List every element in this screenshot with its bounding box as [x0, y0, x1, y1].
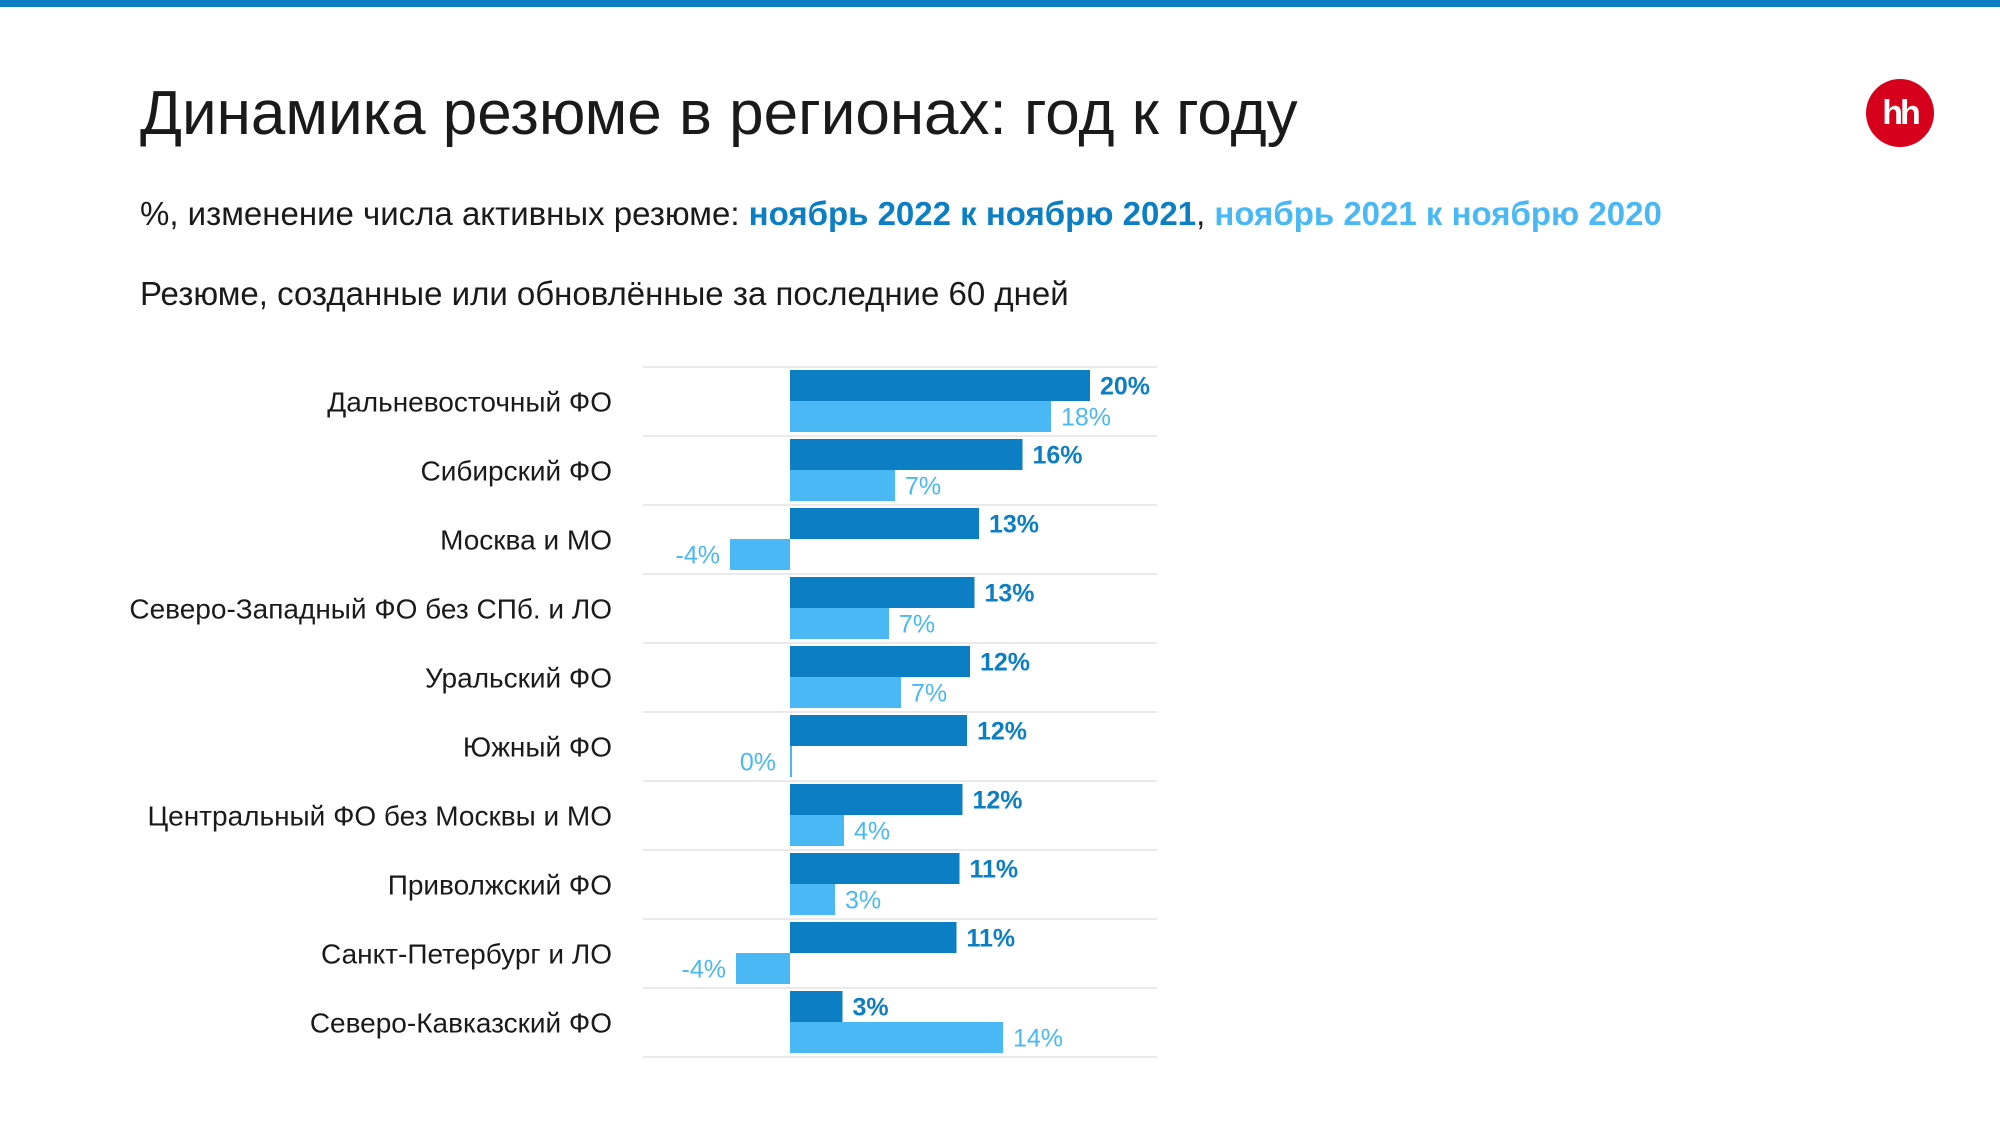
category-label: Санкт-Петербург и ЛО	[321, 939, 612, 970]
data-label-series-1: 12%	[980, 649, 1030, 677]
category-label: Москва и МО	[440, 525, 612, 556]
data-label-series-1: 3%	[853, 994, 889, 1022]
subtitle-prefix: %, изменение числа активных резюме:	[140, 195, 749, 232]
data-label-series-2: 0%	[740, 749, 776, 777]
category-label: Южный ФО	[463, 732, 612, 763]
bar-series-1	[790, 784, 963, 815]
bar-series-1	[790, 370, 1090, 401]
legend-series-1: ноябрь 2022 к ноябрю 2021	[748, 195, 1197, 232]
bar-series-2	[790, 1022, 1003, 1053]
category-label: Северо-Кавказский ФО	[310, 1008, 612, 1039]
legend-series-2: ноябрь 2021 к ноябрю 2020	[1214, 195, 1662, 232]
data-label-series-1: 20%	[1100, 373, 1150, 401]
data-label-series-2: 7%	[899, 611, 935, 639]
data-label-series-1: 16%	[1033, 442, 1083, 470]
bar-series-2	[730, 539, 790, 570]
data-label-series-2: -4%	[676, 542, 720, 570]
category-label: Уральский ФО	[425, 663, 612, 694]
bar-series-2	[790, 746, 792, 777]
bar-series-2	[790, 677, 901, 708]
data-label-series-1: 12%	[977, 718, 1027, 746]
bar-series-1	[790, 577, 975, 608]
data-label-series-1: 13%	[989, 511, 1039, 539]
bar-series-1	[790, 646, 970, 677]
data-label-series-1: 13%	[985, 580, 1035, 608]
data-label-series-2: 7%	[905, 473, 941, 501]
chart-note: Резюме, созданные или обновлённые за пос…	[140, 275, 1069, 312]
data-label-series-2: 4%	[854, 818, 890, 846]
bar-series-1	[790, 991, 843, 1022]
data-label-series-2: 14%	[1013, 1025, 1063, 1053]
bar-series-1	[790, 439, 1023, 470]
bar-series-1	[790, 508, 979, 539]
bar-series-1	[790, 922, 957, 953]
category-label: Приволжский ФО	[388, 870, 612, 901]
data-label-series-1: 11%	[967, 925, 1016, 953]
bar-series-2	[790, 815, 844, 846]
data-label-series-1: 12%	[973, 787, 1023, 815]
page-title: Динамика резюме в регионах: год к году	[140, 79, 1298, 148]
subtitle-separator: ,	[1196, 195, 1215, 232]
bar-series-2	[790, 608, 889, 639]
data-label-series-1: 11%	[970, 856, 1019, 884]
bar-series-2	[790, 401, 1051, 432]
data-label-series-2: 18%	[1061, 404, 1111, 432]
top-accent-bar	[0, 0, 2000, 7]
bar-series-1	[790, 715, 967, 746]
bar-series-1	[790, 853, 960, 884]
category-label: Сибирский ФО	[421, 456, 613, 487]
hh-logo: hh	[1866, 79, 1934, 147]
bar-series-2	[736, 953, 790, 984]
bar-series-2	[790, 884, 835, 915]
data-label-series-2: -4%	[682, 956, 726, 984]
bar-series-2	[790, 470, 895, 501]
category-label: Центральный ФО без Москвы и МО	[147, 801, 612, 832]
data-label-series-2: 3%	[845, 887, 881, 915]
category-label: Северо-Западный ФО без СПб. и ЛО	[129, 594, 612, 625]
chart-subtitle: %, изменение числа активных резюме: нояб…	[140, 192, 1662, 236]
data-label-series-2: 7%	[911, 680, 947, 708]
category-label: Дальневосточный ФО	[327, 387, 612, 418]
